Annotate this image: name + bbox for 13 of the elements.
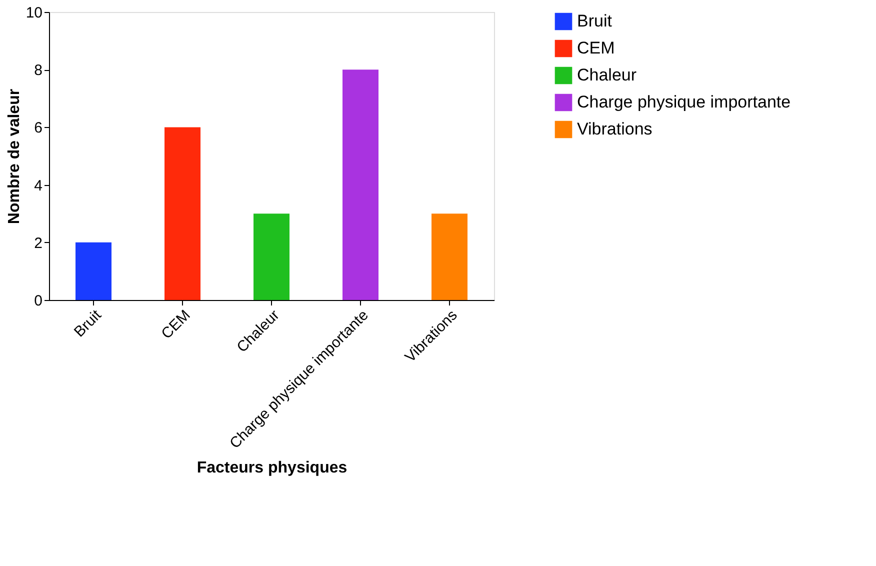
y-tick-label: 0: [34, 292, 42, 310]
y-axis-title: Nombre de valeur: [6, 88, 23, 224]
legend-label: CEM: [577, 38, 615, 58]
y-tick-label: 4: [34, 177, 42, 194]
y-tick-label: 6: [34, 120, 42, 137]
y-tick-label: 2: [34, 234, 42, 252]
x-axis-title: Facteurs physiques: [196, 459, 348, 476]
legend-label: Bruit: [577, 12, 612, 30]
legend-label: Vibrations: [577, 120, 652, 138]
legend-label: Charge physique importante: [577, 92, 791, 112]
y-tick-label: 8: [34, 62, 42, 80]
legend-label: Chaleur: [577, 66, 637, 84]
y-tick-label: 10: [26, 4, 42, 22]
